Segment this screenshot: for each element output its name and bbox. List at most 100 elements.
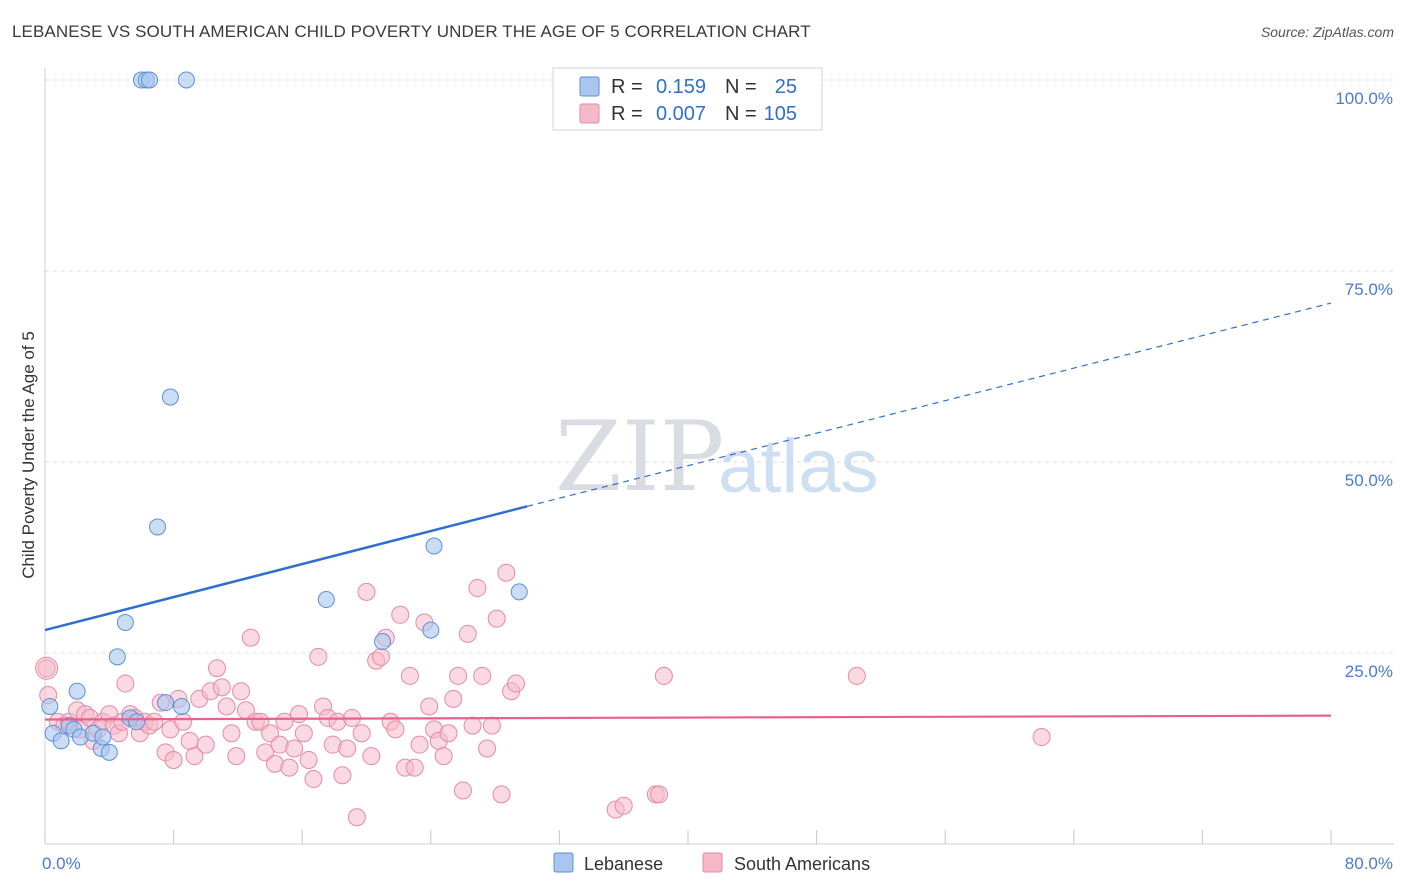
south-americans-point xyxy=(420,697,439,716)
legend-n-value-1: 25 xyxy=(775,76,797,98)
legend-r-value-2: 0.007 xyxy=(656,103,706,125)
south-americans-point xyxy=(449,666,468,685)
legend-n-label-1: N = xyxy=(725,76,757,98)
south-americans-point xyxy=(405,758,424,777)
lebanese-point xyxy=(149,518,167,536)
watermark: ZIP atlas xyxy=(555,401,879,513)
trend-lines xyxy=(44,302,1332,721)
lebanese-points xyxy=(41,71,528,761)
south-americans-point xyxy=(275,712,294,731)
south-americans-point xyxy=(352,724,371,743)
south-americans-point xyxy=(1032,728,1051,747)
y-tick-label: 25.0% xyxy=(1345,662,1393,681)
south-americans-point xyxy=(650,785,669,804)
grid-lines xyxy=(45,79,1394,654)
south-americans-point xyxy=(222,724,241,743)
y-tick-label: 100.0% xyxy=(1335,89,1393,108)
south-americans-point xyxy=(294,724,313,743)
south-americans-point xyxy=(473,666,492,685)
y-tick-label: 75.0% xyxy=(1345,280,1393,299)
south-americans-point xyxy=(410,735,429,754)
lebanese-point xyxy=(173,697,191,715)
lebanese-point xyxy=(100,743,118,761)
south-americans-point xyxy=(241,628,260,647)
south-americans-point xyxy=(482,716,501,735)
south-americans-point xyxy=(347,808,366,827)
south-americans-point xyxy=(256,743,275,762)
lebanese-point xyxy=(510,583,528,601)
south-americans-point xyxy=(280,758,299,777)
south-americans-point xyxy=(299,750,318,769)
south-americans-point xyxy=(371,647,390,666)
legend-r-label-2: R = xyxy=(611,103,643,125)
bottom-legend-south: South Americans xyxy=(734,854,870,874)
south-americans-point xyxy=(468,579,487,598)
south-americans-point xyxy=(174,712,193,731)
lebanese-trend-line xyxy=(44,505,528,632)
lebanese-point xyxy=(374,633,392,651)
south-americans-point xyxy=(463,716,482,735)
south-americans-point xyxy=(212,678,231,697)
legend-n-label-2: N = xyxy=(725,103,757,125)
south-americans-points xyxy=(35,563,1051,827)
south-americans-point xyxy=(400,666,419,685)
legend-r-value-1: 0.159 xyxy=(656,76,706,98)
lebanese-point xyxy=(94,728,112,746)
x-tick-label: 80.0% xyxy=(1345,854,1393,873)
y-tick-label: 50.0% xyxy=(1345,471,1393,490)
south-americans-point xyxy=(453,781,472,800)
south-americans-point xyxy=(116,674,135,693)
south-americans-point xyxy=(35,656,59,680)
south-americans-point xyxy=(227,747,246,766)
lebanese-point xyxy=(116,613,134,631)
south-americans-point xyxy=(506,674,525,693)
south-americans-point xyxy=(289,705,308,724)
south-americans-point xyxy=(232,682,251,701)
south-americans-point xyxy=(614,796,633,815)
south-americans-point xyxy=(478,739,497,758)
lebanese-point xyxy=(128,713,146,731)
lebanese-legend-swatch xyxy=(579,76,600,97)
bottom-legend-lebanese-swatch xyxy=(553,852,574,873)
south-americans-point xyxy=(497,563,516,582)
south-americans-point xyxy=(492,785,511,804)
bottom-legend: Lebanese South Americans xyxy=(553,852,870,874)
tick-labels: 25.0% 50.0% 75.0% 100.0% 0.0% 80.0% xyxy=(42,89,1393,873)
stats-legend: R = 0.159 N = 25 R = 0.007 N = 105 xyxy=(552,67,823,131)
bottom-legend-south-swatch xyxy=(702,852,723,873)
watermark-zip: ZIP xyxy=(555,401,724,513)
south-americans-point xyxy=(37,659,56,678)
south-americans-point xyxy=(654,666,673,685)
south-americans-point xyxy=(357,582,376,601)
chart-title: LEBANESE VS SOUTH AMERICAN CHILD POVERTY… xyxy=(12,22,811,41)
south-americans-point xyxy=(386,720,405,739)
south-americans-point xyxy=(338,739,357,758)
south-americans-point xyxy=(309,647,328,666)
y-axis-label: Child Poverty Under the Age of 5 xyxy=(19,331,38,579)
south-americans-point xyxy=(217,697,236,716)
lebanese-point xyxy=(161,388,179,406)
south-americans-point xyxy=(285,739,304,758)
south-americans-point xyxy=(458,624,477,643)
south-americans-trend-line xyxy=(44,714,1332,721)
watermark-atlas: atlas xyxy=(718,424,879,509)
south-americans-point xyxy=(251,712,270,731)
south-americans-point xyxy=(487,609,506,628)
south-americans-point xyxy=(444,689,463,708)
chart-source: Source: ZipAtlas.com xyxy=(1260,24,1394,40)
south-legend-swatch xyxy=(579,103,600,124)
lebanese-point xyxy=(177,71,195,89)
south-americans-point xyxy=(185,747,204,766)
south-americans-point xyxy=(304,770,323,789)
lebanese-point xyxy=(425,537,443,555)
lebanese-point xyxy=(422,621,440,639)
lebanese-point xyxy=(108,648,126,666)
south-americans-point xyxy=(362,747,381,766)
lebanese-point xyxy=(317,591,335,609)
x-tick-label: 0.0% xyxy=(42,854,81,873)
south-americans-point xyxy=(196,735,215,754)
legend-r-label-1: R = xyxy=(611,76,643,98)
south-americans-point xyxy=(391,605,410,624)
south-americans-point xyxy=(145,712,164,731)
